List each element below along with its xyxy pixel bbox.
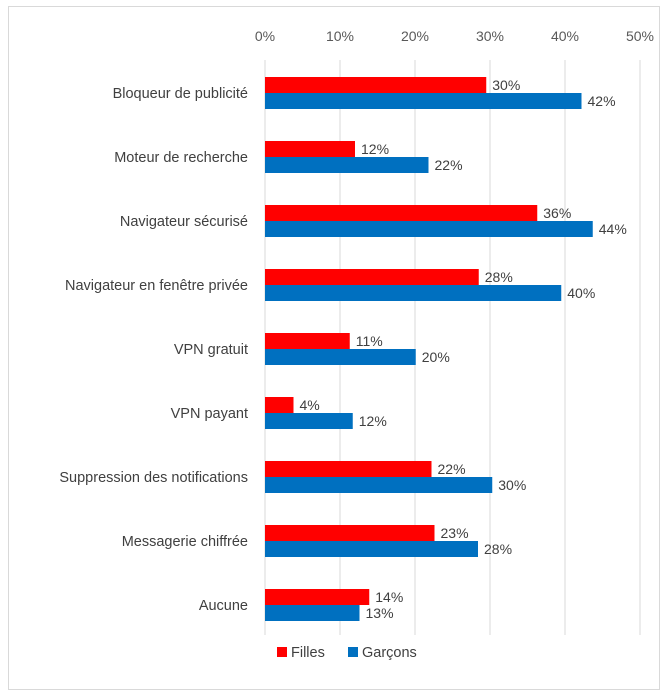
data-label-garcons-6: 30% bbox=[498, 477, 526, 493]
category-label-0: Bloqueur de publicité bbox=[113, 86, 248, 102]
data-labels: 30% 42% 12% 22% 36% 44% 28% 40% 11% 20% 4% 12% 22% 30… bbox=[300, 77, 627, 621]
data-label-filles-8: 14% bbox=[375, 589, 403, 605]
data-label-filles-1: 12% bbox=[361, 141, 389, 157]
data-label-garcons-5: 12% bbox=[359, 413, 387, 429]
x-tick-label-4: 40% bbox=[551, 28, 579, 44]
x-tick-label-0: 0% bbox=[255, 28, 275, 44]
legend: Filles Garçons bbox=[277, 645, 417, 661]
category-label-8: Aucune bbox=[199, 598, 248, 614]
data-label-garcons-8: 13% bbox=[366, 605, 394, 621]
bar-garcons-3 bbox=[265, 285, 562, 301]
data-label-garcons-2: 44% bbox=[599, 221, 627, 237]
legend-label-garcons: Garçons bbox=[362, 645, 417, 661]
bar-garcons-4 bbox=[265, 349, 416, 365]
data-label-filles-5: 4% bbox=[300, 397, 320, 413]
bar-filles-3 bbox=[265, 269, 479, 285]
bar-filles-1 bbox=[265, 141, 355, 157]
bar-filles-7 bbox=[265, 525, 435, 541]
x-tick-label-1: 10% bbox=[326, 28, 354, 44]
bar-filles-6 bbox=[265, 461, 432, 477]
data-label-filles-6: 22% bbox=[438, 461, 466, 477]
bar-garcons-5 bbox=[265, 413, 353, 429]
data-label-garcons-7: 28% bbox=[484, 541, 512, 557]
data-label-filles-2: 36% bbox=[543, 205, 571, 221]
data-label-garcons-1: 22% bbox=[435, 157, 463, 173]
category-label-3: Navigateur en fenêtre privée bbox=[65, 278, 248, 294]
bar-garcons-7 bbox=[265, 541, 478, 557]
data-label-filles-0: 30% bbox=[492, 77, 520, 93]
category-label-7: Messagerie chiffrée bbox=[122, 534, 248, 550]
bar-garcons-2 bbox=[265, 221, 593, 237]
bar-filles-0 bbox=[265, 77, 487, 93]
bar-garcons-6 bbox=[265, 477, 493, 493]
bars bbox=[265, 77, 593, 621]
category-label-2: Navigateur sécurisé bbox=[120, 214, 248, 230]
data-label-garcons-0: 42% bbox=[588, 93, 616, 109]
bar-garcons-8 bbox=[265, 605, 360, 621]
bar-filles-5 bbox=[265, 397, 294, 413]
bar-filles-2 bbox=[265, 205, 538, 221]
bar-garcons-1 bbox=[265, 157, 429, 173]
category-label-5: VPN payant bbox=[171, 406, 248, 422]
bar-filles-8 bbox=[265, 589, 370, 605]
x-tick-label-5: 50% bbox=[626, 28, 654, 44]
legend-swatch-filles bbox=[277, 647, 287, 657]
category-label-6: Suppression des notifications bbox=[59, 470, 248, 486]
data-label-garcons-4: 20% bbox=[422, 349, 450, 365]
data-label-filles-3: 28% bbox=[485, 269, 513, 285]
legend-label-filles: Filles bbox=[291, 645, 325, 661]
bar-garcons-0 bbox=[265, 93, 582, 109]
category-label-1: Moteur de recherche bbox=[114, 150, 248, 166]
data-label-filles-4: 11% bbox=[356, 333, 383, 349]
x-axis-ticks: 0% 10% 20% 30% 40% 50% bbox=[255, 28, 654, 44]
x-tick-label-3: 30% bbox=[476, 28, 504, 44]
data-label-filles-7: 23% bbox=[441, 525, 469, 541]
category-label-4: VPN gratuit bbox=[174, 342, 248, 358]
bar-filles-4 bbox=[265, 333, 350, 349]
legend-swatch-garcons bbox=[348, 647, 358, 657]
x-tick-label-2: 20% bbox=[401, 28, 429, 44]
data-label-garcons-3: 40% bbox=[567, 285, 595, 301]
category-labels: Bloqueur de publicité Moteur de recherche… bbox=[59, 86, 248, 614]
